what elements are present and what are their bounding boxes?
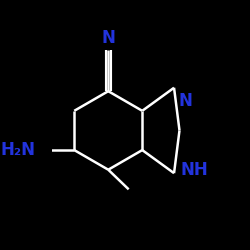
Text: NH: NH [180,162,208,180]
Text: N: N [178,92,192,110]
Text: H₂N: H₂N [0,141,35,159]
Text: N: N [101,29,115,47]
